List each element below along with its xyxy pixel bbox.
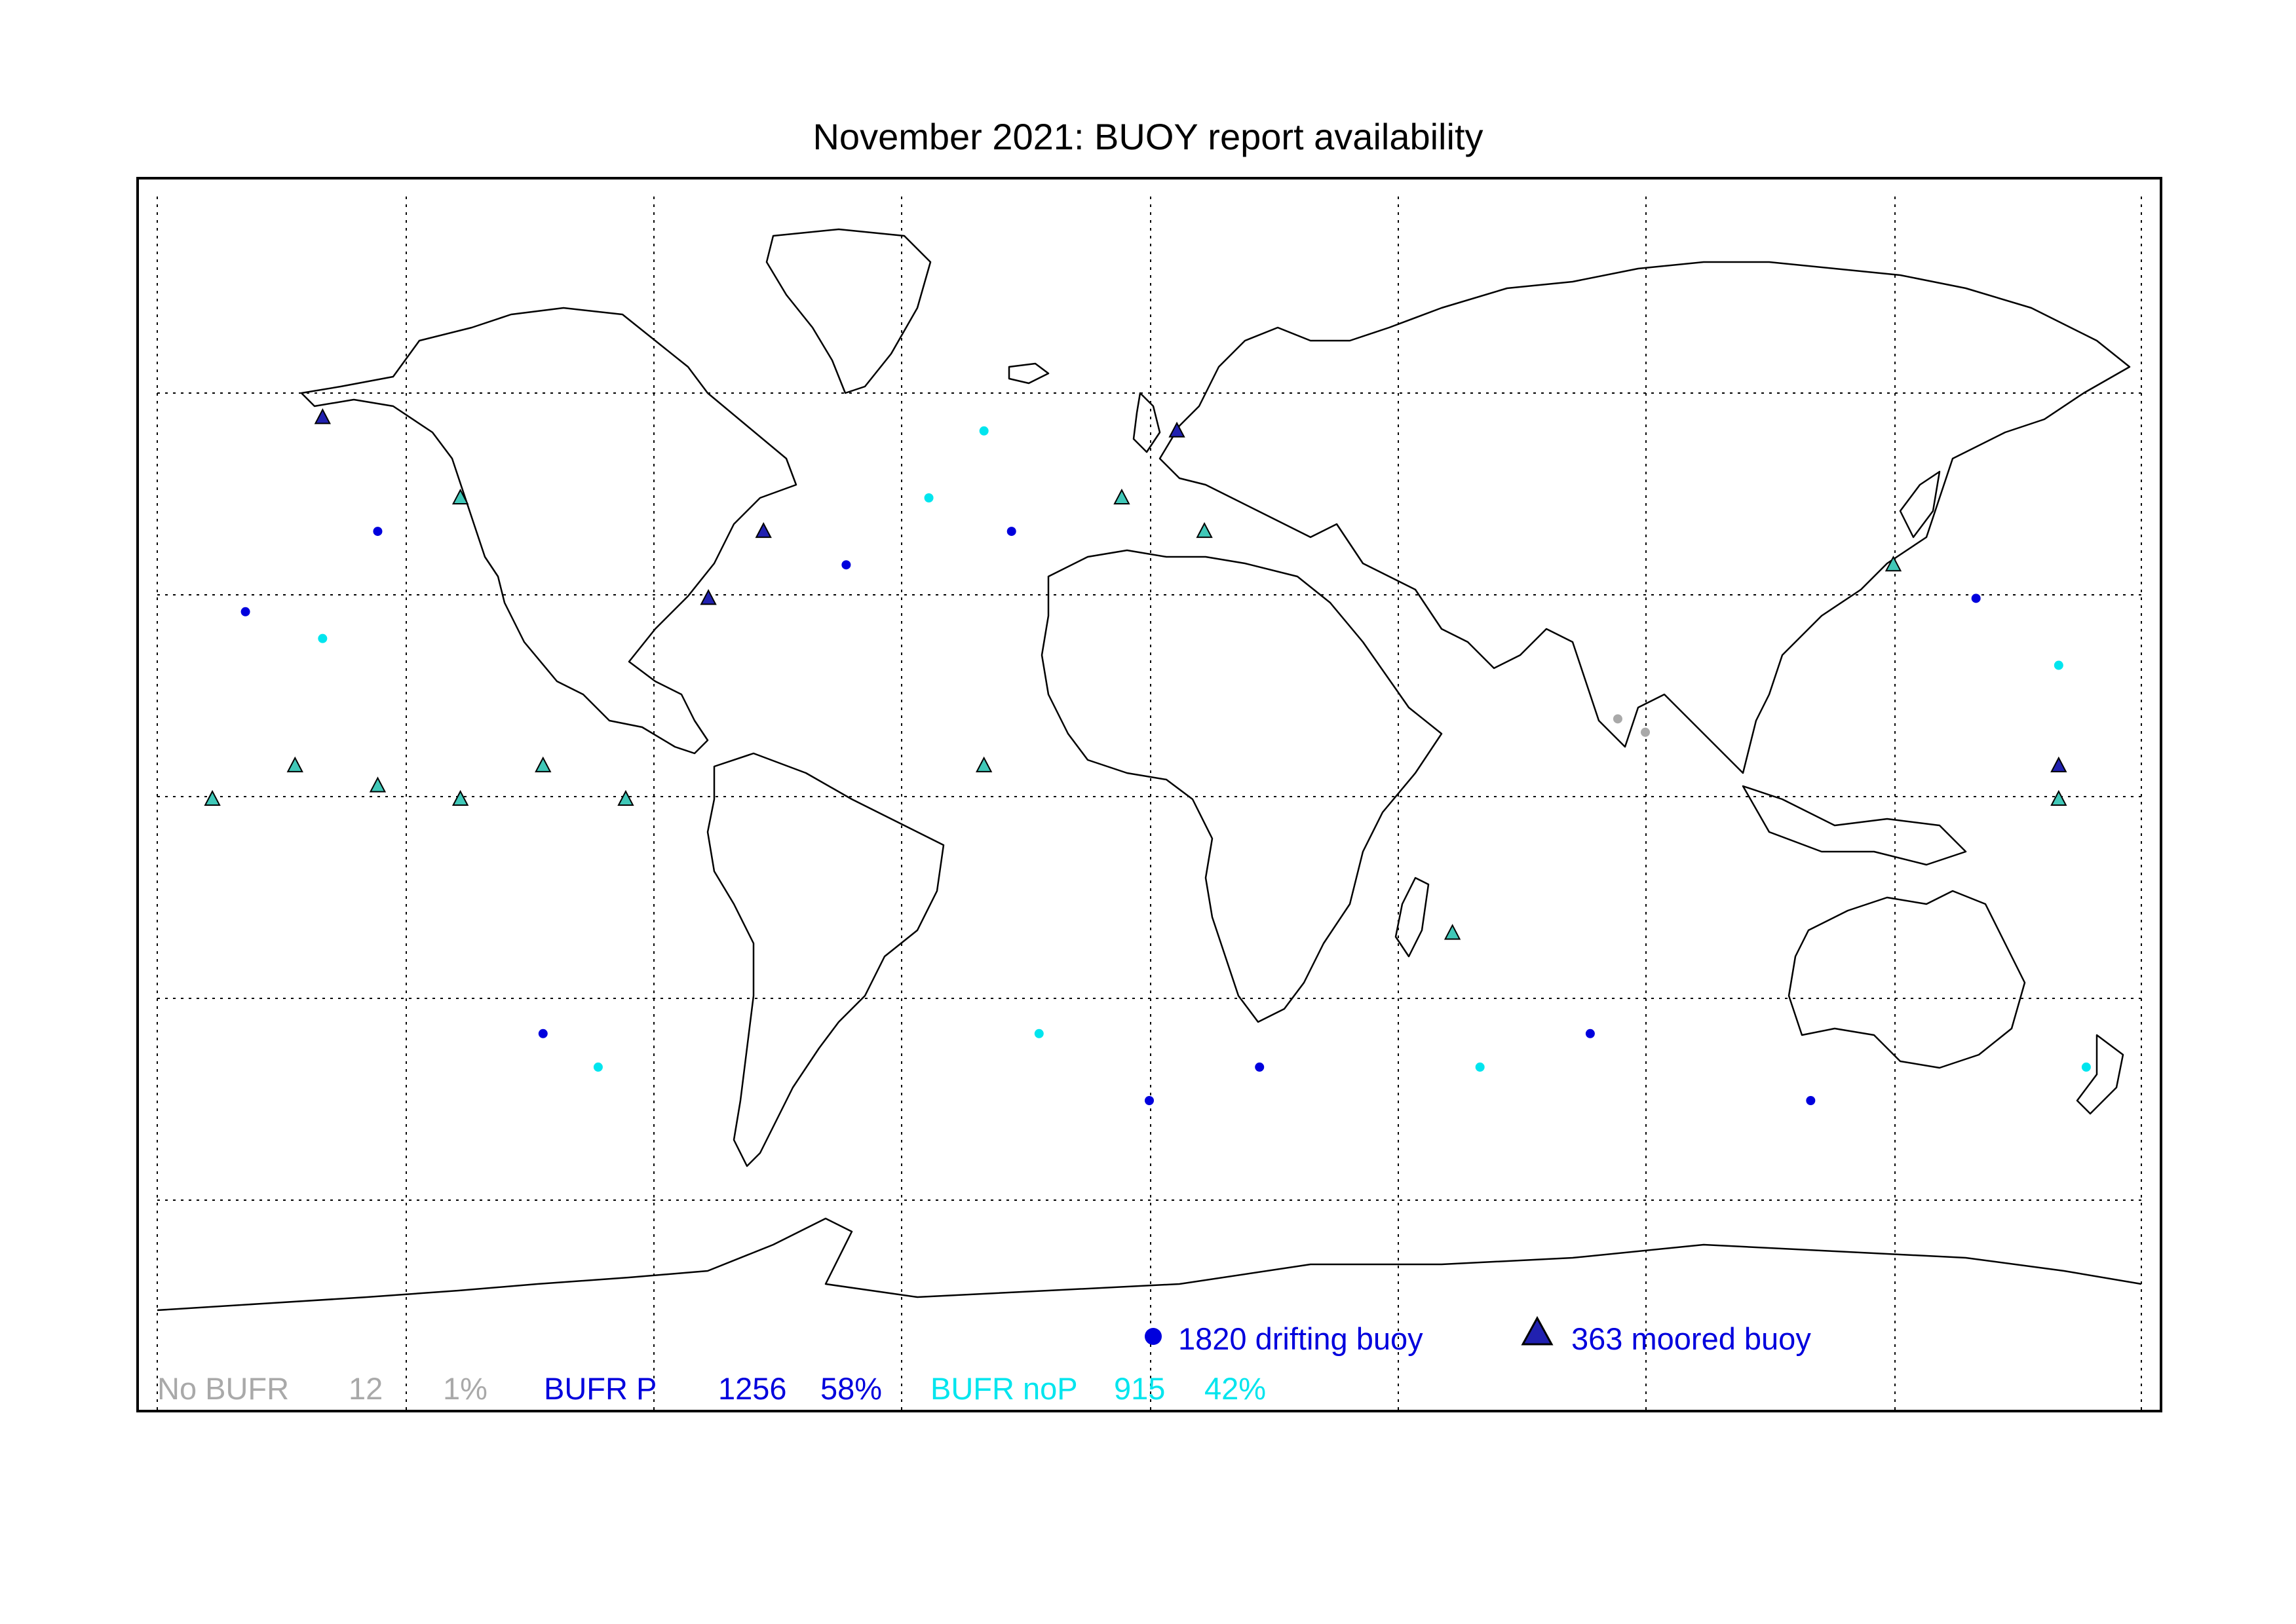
africa-coast	[1041, 549, 1443, 1023]
legend-moored-count: 363	[1571, 1321, 1623, 1356]
drifting-buoy-marker	[1971, 594, 1981, 603]
drifting-buoy-marker	[373, 527, 383, 537]
moored-buoy-marker	[755, 521, 772, 538]
moored-buoy-marker	[204, 789, 221, 806]
stat-bufr-nop-count: 915	[1114, 1371, 1166, 1406]
moored-buoy-marker	[369, 776, 387, 793]
drifting-buoy-marker	[979, 426, 989, 436]
antarctica-coast	[157, 1217, 2142, 1312]
stat-no-bufr-label: No BUFR	[157, 1371, 290, 1406]
drifting-buoy-marker	[1641, 727, 1650, 737]
madagascar-coast	[1394, 877, 1430, 958]
stat-bufr-p-count: 1256	[718, 1371, 787, 1406]
moored-buoy-marker	[535, 756, 552, 772]
iceland-coast	[1008, 362, 1050, 385]
drifting-buoy-marker	[1006, 527, 1016, 537]
moored-buoy-marker	[451, 789, 469, 806]
north-america-coast	[300, 307, 797, 755]
coastlines	[157, 228, 2142, 1312]
drifting-buoy-marker	[2081, 1062, 2091, 1072]
drifting-buoy-marker	[924, 493, 934, 502]
legend-moored: 363 moored buoy	[1571, 1321, 1811, 1357]
stat-bufr-nop-label: BUFR noP	[930, 1371, 1078, 1406]
moored-buoy-marker	[1113, 488, 1130, 504]
drifting-buoy-marker	[593, 1062, 603, 1072]
moored-buoy-marker	[286, 756, 303, 772]
map-frame	[136, 177, 2162, 1412]
drifting-buoy-marker	[1806, 1096, 1816, 1105]
greenland-coast	[765, 228, 932, 394]
legend-drifting-label: drifting buoy	[1255, 1321, 1423, 1356]
legend-drifting-count: 1820	[1178, 1321, 1247, 1356]
new-zealand-coast	[2076, 1034, 2124, 1115]
moored-buoy-marker	[617, 789, 634, 806]
stat-no-bufr-percent: 1%	[443, 1371, 488, 1406]
drifting-buoy-marker	[1145, 1096, 1154, 1105]
stat-bufr-nop-percent: 42%	[1204, 1371, 1267, 1406]
moored-buoy-marker	[2050, 756, 2067, 772]
moored-buoy-marker	[314, 408, 331, 425]
moored-buoy-marker	[976, 756, 993, 772]
indonesia-coast	[1742, 785, 1967, 866]
map-grid	[157, 197, 2142, 1411]
legend-drifting: 1820 drifting buoy	[1178, 1321, 1423, 1357]
drifting-buoy-marker	[1034, 1029, 1044, 1038]
drifting-buoy-marker	[1585, 1029, 1595, 1038]
australia-coast	[1788, 890, 2026, 1069]
drifting-buoy-marker	[538, 1029, 548, 1038]
stat-no-bufr-count: 12	[349, 1371, 383, 1406]
moored-buoy-layer	[204, 408, 2067, 940]
moored-buoy-marker	[700, 589, 717, 605]
drifting-buoy-marker	[240, 607, 250, 616]
moored-buoy-marker	[1444, 924, 1461, 940]
stat-bufr-p-label: BUFR P	[544, 1371, 657, 1406]
japan-coast	[1899, 470, 1941, 538]
drifting-buoy-marker	[1255, 1062, 1265, 1072]
drifting-buoy-layer	[240, 426, 2091, 1105]
moored-buoy-marker	[1168, 421, 1185, 438]
drifting-buoy-marker	[2054, 660, 2063, 670]
uk-coast	[1132, 392, 1161, 453]
map-title: November 2021: BUOY report availability	[813, 116, 1483, 157]
drifting-buoy-marker	[318, 633, 328, 643]
legend-moored-label: moored buoy	[1631, 1321, 1811, 1356]
eurasia-coast	[1158, 261, 2131, 774]
legend-moored-triangle-icon	[1521, 1315, 1554, 1346]
south-america-coast	[706, 752, 945, 1167]
drifting-buoy-marker	[1475, 1062, 1485, 1072]
drifting-buoy-marker	[1613, 714, 1622, 724]
drifting-buoy-marker	[841, 560, 851, 570]
moored-buoy-marker	[1885, 556, 1902, 572]
moored-buoy-marker	[1196, 521, 1213, 538]
legend-drifting-circle-icon	[1145, 1328, 1162, 1345]
moored-buoy-marker	[451, 488, 469, 504]
moored-buoy-marker	[2050, 789, 2067, 806]
stat-bufr-p-percent: 58%	[820, 1371, 883, 1406]
